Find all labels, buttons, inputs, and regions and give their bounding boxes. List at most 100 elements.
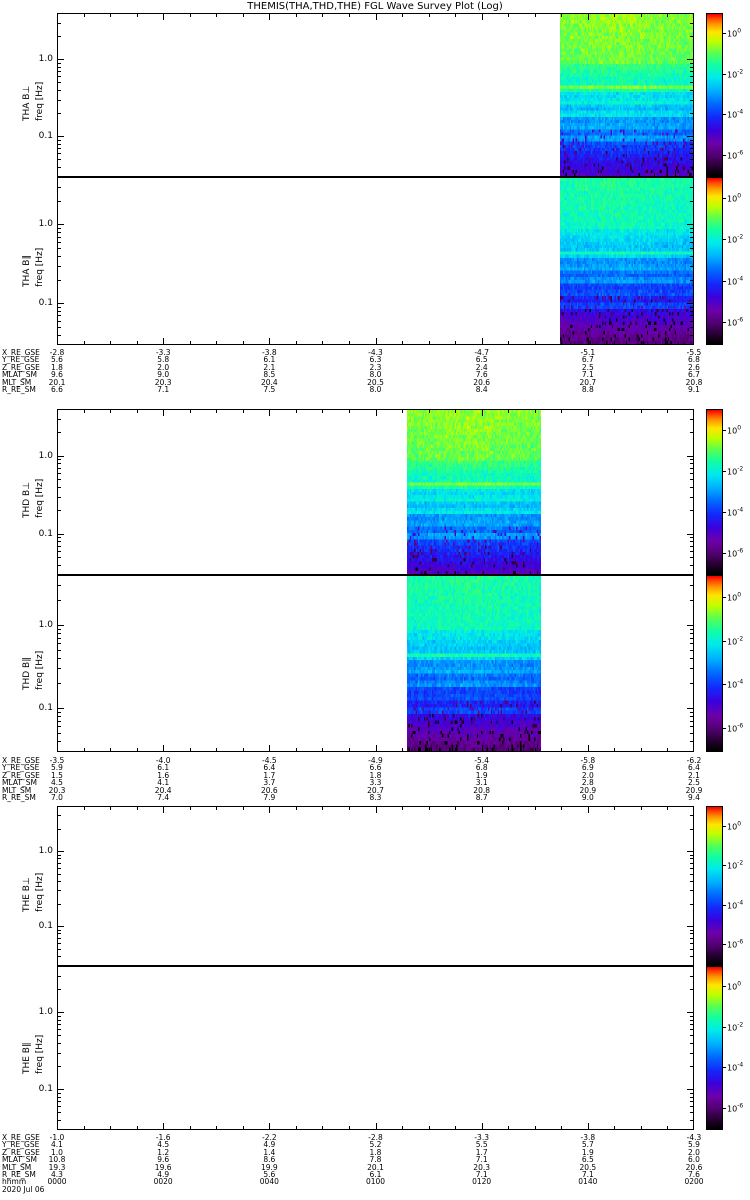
x-tick — [588, 1123, 589, 1130]
annotation-value: 0140 — [578, 1177, 598, 1187]
annotation-value: 0040 — [259, 1177, 279, 1187]
annotation-value: 6.6 — [369, 763, 382, 773]
colorbar-tick — [722, 986, 726, 987]
y-tick — [57, 815, 61, 816]
y-tick — [690, 23, 694, 24]
colorbar-the-bperp — [706, 806, 723, 966]
y-tick — [690, 242, 694, 243]
annotation-value: 8.8 — [581, 385, 594, 394]
y-tick — [57, 956, 61, 957]
colorbar-tick-label: 100 — [727, 980, 742, 992]
y-tick — [57, 76, 61, 77]
y-tick — [57, 943, 61, 944]
x-tick — [641, 341, 642, 345]
y-tick — [690, 537, 694, 538]
annotation-value: 20.6 — [685, 1162, 703, 1172]
x-tick — [243, 341, 244, 345]
y-tick — [57, 463, 61, 464]
y-tick — [57, 625, 64, 626]
annotation-value: 5.6 — [51, 355, 63, 365]
annotation-value: 5.9 — [688, 1140, 700, 1150]
x-tick — [322, 341, 323, 345]
y-tick — [687, 59, 694, 60]
y-tick — [57, 242, 61, 243]
annotation-value: 5.7 — [581, 1140, 594, 1150]
annotation-value: 20.5 — [367, 377, 384, 387]
colorbar-tick-label: 10-4 — [727, 1061, 744, 1073]
annotation-row-label: R_RE_SM — [2, 1170, 36, 1179]
y-tick — [57, 565, 61, 566]
y-tick — [690, 321, 694, 322]
x-tick — [588, 338, 589, 345]
y-tick — [690, 237, 694, 238]
colorbar-tick-label: 10-2 — [727, 465, 744, 476]
y-tick — [57, 248, 61, 249]
y-tick — [690, 148, 694, 149]
y-tick — [690, 266, 694, 267]
colorbar-tick-label: 10-4 — [727, 275, 744, 287]
annotation-value: 19.6 — [154, 1162, 172, 1172]
annotation-value: 1.8 — [51, 362, 63, 372]
y-tick — [690, 890, 694, 891]
annotation-value: 1.9 — [475, 770, 488, 780]
x-tick — [190, 748, 191, 752]
colorbar-tick-label: 10-6 — [727, 149, 744, 161]
annotation-value: 19.9 — [260, 1162, 278, 1172]
x-tick — [110, 806, 111, 810]
colorbar-tick-label: 100 — [727, 27, 742, 39]
y-tick — [57, 1020, 61, 1021]
y-tick — [57, 851, 64, 852]
y-tick — [690, 176, 694, 177]
x-tick — [561, 409, 562, 413]
annotation-value: 20.6 — [473, 377, 491, 387]
y-tick — [690, 1112, 694, 1113]
y-tick — [690, 1029, 694, 1030]
y-tick — [57, 456, 64, 457]
x-tick — [561, 806, 562, 810]
x-tick — [667, 13, 668, 17]
colorbar-tick-label: 10-2 — [727, 1021, 744, 1033]
y-tick — [690, 67, 694, 68]
y-tick — [690, 1120, 694, 1121]
y-tick — [690, 643, 694, 644]
x-tick — [322, 13, 323, 17]
x-tick — [588, 806, 589, 813]
y-tick — [57, 574, 61, 575]
x-tick — [163, 13, 164, 20]
y-tick — [690, 976, 694, 977]
annotation-value: -5.4 — [474, 756, 489, 765]
x-tick — [190, 1126, 191, 1130]
y-tick — [690, 541, 694, 542]
x-tick — [614, 409, 615, 413]
x-tick — [429, 13, 430, 17]
x-tick — [216, 13, 217, 17]
x-tick — [535, 341, 536, 345]
panel-thd-bperp — [57, 409, 694, 575]
y-tick — [690, 187, 694, 188]
colorbar-tha-bpar — [706, 177, 723, 345]
y-tick — [690, 140, 694, 141]
x-tick — [243, 1126, 244, 1130]
x-tick — [693, 745, 694, 752]
annotation-value: -5.8 — [580, 756, 596, 765]
y-tick — [57, 806, 61, 807]
x-tick — [349, 409, 350, 413]
y-tick — [690, 432, 694, 433]
x-tick — [455, 748, 456, 752]
y-tick — [690, 585, 694, 586]
annotation-value: 1.8 — [369, 770, 382, 780]
x-tick — [110, 341, 111, 345]
annotation-value: 7.1 — [475, 1170, 488, 1179]
annotation-value: -1.0 — [49, 1133, 65, 1142]
annotation-value: -3.3 — [474, 1133, 489, 1142]
y-tick — [57, 938, 61, 939]
spectrogram-tha-bperp — [560, 14, 693, 176]
y-tick — [690, 1024, 694, 1025]
annotation-value: 3.3 — [369, 778, 382, 788]
annotation-value: 2.5 — [688, 778, 700, 788]
x-tick — [137, 341, 138, 345]
annotation-value: -4.0 — [155, 756, 171, 765]
y-tick — [687, 926, 694, 927]
annotation-row-label: MLT_SM — [2, 785, 32, 795]
x-tick — [561, 748, 562, 752]
